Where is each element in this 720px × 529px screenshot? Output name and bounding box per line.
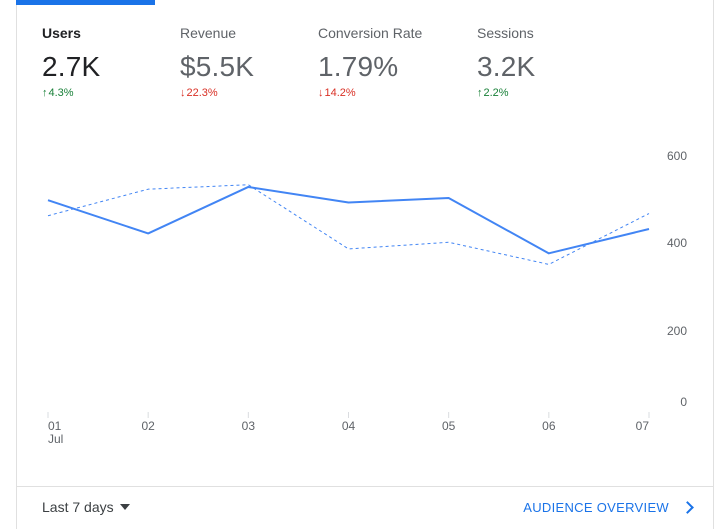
x-tick-label: 04 (342, 419, 356, 433)
metric-delta: ↓14.2% (318, 87, 422, 100)
x-tick-label: 03 (242, 419, 256, 433)
arrow-down-icon: ↓ (318, 87, 324, 99)
metric-revenue[interactable]: Revenue $5.5K ↓22.3% (180, 24, 254, 100)
audience-overview-label: AUDIENCE OVERVIEW (523, 500, 669, 515)
y-tick-label: 600 (667, 149, 687, 163)
x-tick-label: 02 (141, 419, 155, 433)
x-tick-label: 01 (48, 419, 62, 433)
summary-card (16, 0, 714, 529)
metric-delta-value: 22.3% (186, 87, 218, 99)
metric-value: 3.2K (477, 51, 536, 82)
arrow-down-icon: ↓ (180, 87, 186, 99)
audience-overview-link[interactable]: AUDIENCE OVERVIEW (523, 500, 694, 515)
date-range-label: Last 7 days (42, 499, 114, 515)
metric-delta-value: 14.2% (324, 87, 356, 99)
x-tick-label: 07 (636, 419, 650, 433)
y-tick-label: 200 (667, 324, 687, 338)
chevron-right-icon (681, 501, 694, 514)
metric-label: Users (42, 25, 81, 41)
metric-value: $5.5K (180, 51, 255, 82)
metric-conversion-rate[interactable]: Conversion Rate 1.79% ↓14.2% (318, 24, 422, 100)
series-line-current (47, 185, 650, 255)
footer-divider (16, 486, 714, 487)
arrow-up-icon: ↑ (42, 87, 48, 99)
arrow-up-icon: ↑ (477, 87, 483, 99)
metric-value: 2.7K (42, 51, 101, 82)
x-tick-label: 05 (442, 419, 456, 433)
metric-delta: ↓22.3% (180, 87, 254, 100)
x-tick-label: 06 (542, 419, 556, 433)
metric-users[interactable]: Users 2.7K ↑4.3% (42, 24, 100, 100)
y-tick-label: 0 (680, 395, 687, 409)
metric-delta-value: 2.2% (483, 87, 509, 99)
metric-label: Revenue (180, 25, 237, 41)
active-tab-indicator (16, 0, 155, 5)
x-sublabel: Jul (48, 432, 63, 446)
y-tick-label: 400 (667, 236, 687, 250)
date-range-dropdown[interactable]: Last 7 days (42, 499, 130, 515)
caret-down-icon (119, 504, 130, 510)
metric-delta-value: 4.3% (48, 87, 74, 99)
metric-sessions[interactable]: Sessions 3.2K ↑2.2% (477, 24, 535, 100)
metric-label: Conversion Rate (318, 25, 423, 41)
series-line-previous (47, 184, 650, 265)
metric-delta: ↑4.3% (42, 87, 100, 100)
metric-label: Sessions (477, 25, 534, 41)
line-chart: 0 200 400 600 01 02 03 04 05 06 07 Jul (47, 149, 687, 446)
metric-value: 1.79% (318, 51, 399, 82)
metric-delta: ↑2.2% (477, 87, 535, 100)
